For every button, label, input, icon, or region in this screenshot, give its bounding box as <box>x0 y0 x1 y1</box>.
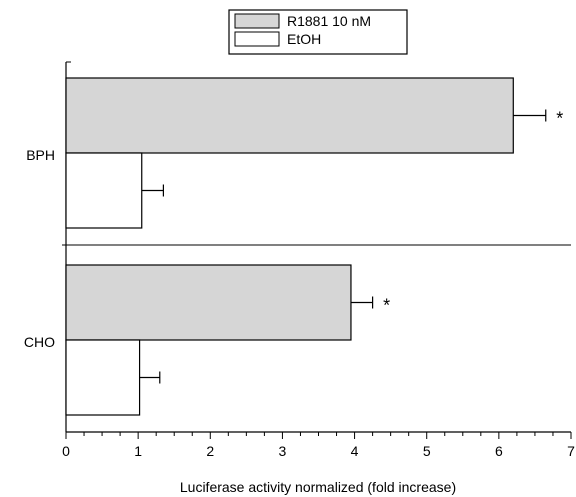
legend-swatch-1 <box>234 13 280 29</box>
significance-markers: ** <box>383 109 563 316</box>
bar-cho-series-2 <box>65 339 141 416</box>
bars <box>65 77 514 416</box>
bar-bph-series-2 <box>65 152 143 229</box>
legend-label-2: EtOH <box>287 31 321 47</box>
x-tick-label: 2 <box>206 443 214 459</box>
category-label-cho: CHO <box>24 334 55 350</box>
bar-cho-series-1 <box>65 264 352 341</box>
x-axis-label: Luciferase activity normalized (fold inc… <box>180 479 456 495</box>
legend-label-1: R1881 10 nM <box>287 13 371 29</box>
x-tick-label: 5 <box>423 443 431 459</box>
significance-star-cho: * <box>383 296 390 316</box>
x-axis: 0 1 2 3 4 5 6 7 <box>62 431 575 459</box>
significance-star-bph: * <box>556 109 563 129</box>
x-tick-label: 0 <box>62 443 70 459</box>
x-tick-label: 1 <box>134 443 142 459</box>
legend: R1881 10 nM EtOH <box>228 9 408 55</box>
x-tick-label: 6 <box>495 443 503 459</box>
error-bars <box>139 109 547 384</box>
x-tick-label: 7 <box>567 443 575 459</box>
bar-bph-series-1 <box>65 77 514 154</box>
x-tick-label: 3 <box>279 443 287 459</box>
x-tick-label: 4 <box>351 443 359 459</box>
legend-swatch-2 <box>234 31 280 47</box>
category-label-bph: BPH <box>26 147 55 163</box>
